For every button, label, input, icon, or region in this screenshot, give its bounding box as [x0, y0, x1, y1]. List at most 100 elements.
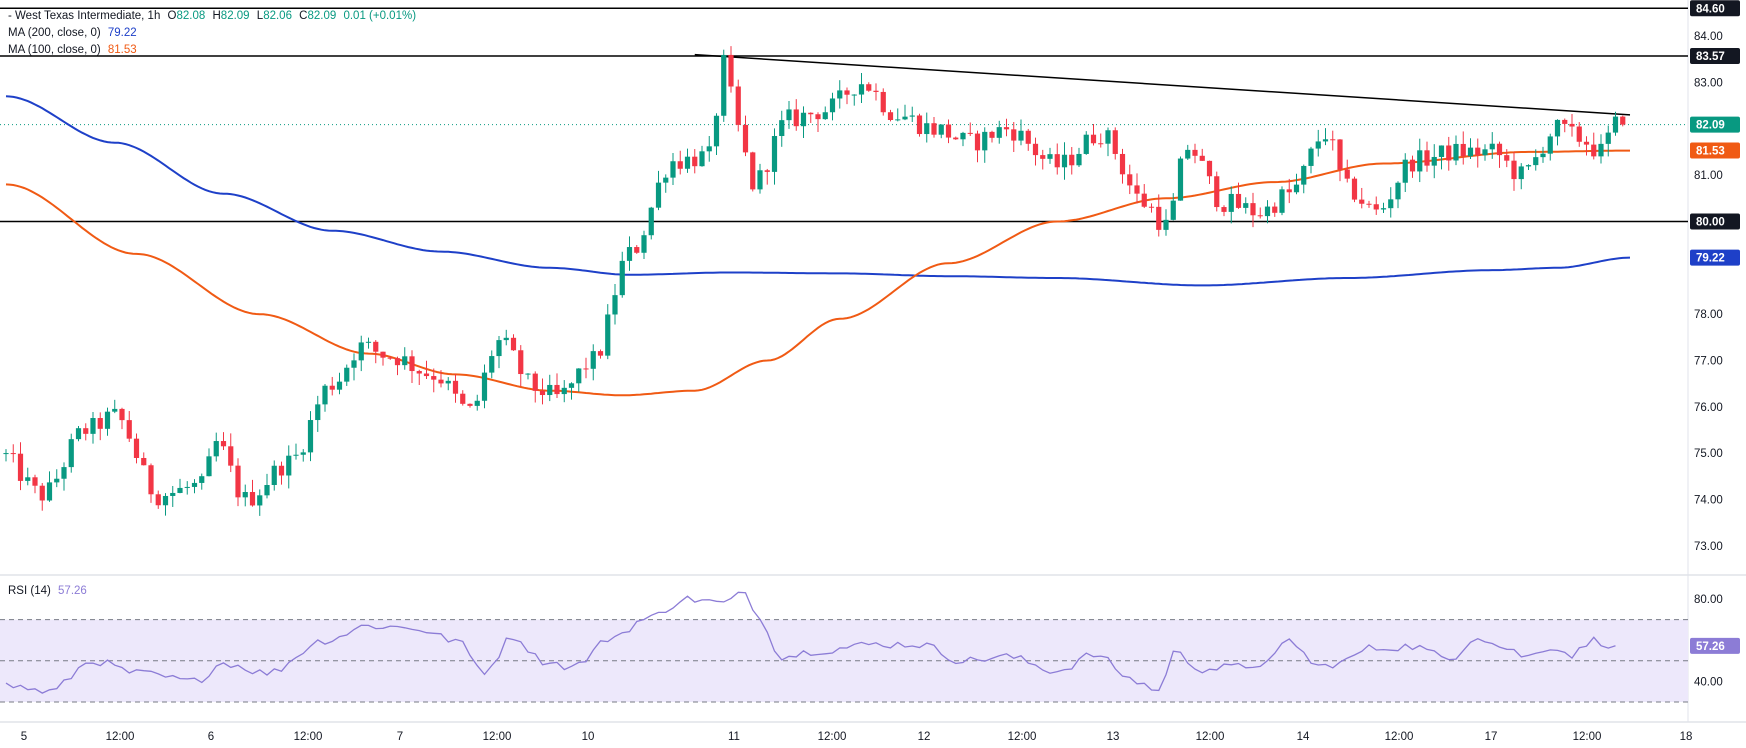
candle-body[interactable]	[322, 385, 328, 405]
candle-body[interactable]	[1504, 155, 1510, 161]
candle-body[interactable]	[1612, 116, 1619, 133]
candle-body[interactable]	[996, 127, 1002, 138]
candle-body[interactable]	[699, 151, 705, 167]
candle-body[interactable]	[46, 482, 53, 501]
candle-body[interactable]	[641, 235, 647, 253]
candle-body[interactable]	[1438, 145, 1445, 157]
candle-body[interactable]	[220, 441, 227, 447]
candle-body[interactable]	[750, 152, 756, 190]
candle-body[interactable]	[83, 428, 89, 434]
candle-body[interactable]	[1018, 130, 1024, 141]
candle-body[interactable]	[162, 495, 169, 506]
candle-body[interactable]	[742, 124, 749, 153]
candle-body[interactable]	[793, 109, 799, 127]
candle-body[interactable]	[634, 247, 640, 253]
candle-body[interactable]	[278, 465, 285, 476]
candle-body[interactable]	[1083, 134, 1089, 154]
candle-body[interactable]	[68, 439, 74, 468]
candle-body[interactable]	[1402, 159, 1408, 183]
candle-body[interactable]	[1337, 139, 1343, 170]
candle-body[interactable]	[1076, 153, 1082, 166]
candle-body[interactable]	[39, 485, 45, 501]
candle-body[interactable]	[1243, 203, 1249, 208]
candle-body[interactable]	[373, 341, 379, 352]
candle-body[interactable]	[1272, 206, 1278, 213]
candle-body[interactable]	[496, 340, 502, 357]
candle-body[interactable]	[1148, 206, 1155, 208]
candle-body[interactable]	[887, 112, 894, 121]
candle-body[interactable]	[532, 373, 538, 391]
candle-body[interactable]	[213, 441, 219, 457]
candle-body[interactable]	[858, 84, 865, 95]
candle-body[interactable]	[1192, 149, 1198, 156]
candle-body[interactable]	[539, 390, 546, 396]
candle-body[interactable]	[1467, 147, 1474, 157]
candle-body[interactable]	[431, 376, 437, 380]
candle-body[interactable]	[503, 337, 509, 341]
candle-body[interactable]	[757, 170, 763, 190]
candle-body[interactable]	[1047, 154, 1053, 159]
candle-body[interactable]	[982, 131, 988, 151]
candle-body[interactable]	[547, 384, 553, 396]
candle-body[interactable]	[206, 456, 212, 477]
candle-body[interactable]	[380, 351, 386, 358]
candle-body[interactable]	[1011, 129, 1017, 141]
candle-body[interactable]	[1453, 143, 1459, 161]
candle-body[interactable]	[126, 420, 132, 439]
candle-body[interactable]	[344, 367, 350, 382]
candle-body[interactable]	[460, 393, 466, 404]
candle-body[interactable]	[1446, 145, 1452, 161]
candle-body[interactable]	[880, 91, 886, 113]
candle-body[interactable]	[155, 494, 161, 506]
candle-body[interactable]	[438, 379, 444, 384]
candle-body[interactable]	[1591, 144, 1597, 157]
candle-body[interactable]	[1214, 176, 1220, 208]
candle-body[interactable]	[938, 124, 944, 135]
candle-body[interactable]	[1032, 143, 1039, 156]
candle-body[interactable]	[576, 368, 582, 384]
candle-body[interactable]	[1141, 193, 1147, 207]
candle-body[interactable]	[1054, 154, 1060, 168]
candle-body[interactable]	[808, 112, 814, 115]
candle-body[interactable]	[1417, 150, 1423, 172]
candle-body[interactable]	[612, 295, 618, 315]
candle-body[interactable]	[1605, 132, 1611, 144]
candle-body[interactable]	[1409, 159, 1416, 172]
candle-body[interactable]	[90, 418, 96, 434]
candle-body[interactable]	[909, 115, 915, 117]
candle-body[interactable]	[670, 161, 676, 178]
candle-body[interactable]	[257, 495, 263, 506]
candle-body[interactable]	[1293, 184, 1300, 193]
candle-body[interactable]	[583, 368, 589, 370]
candle-body[interactable]	[307, 420, 314, 453]
candle-body[interactable]	[713, 115, 720, 147]
candle-body[interactable]	[3, 453, 9, 455]
candle-body[interactable]	[409, 356, 415, 372]
candle-body[interactable]	[1496, 143, 1503, 156]
candle-body[interactable]	[1344, 169, 1350, 179]
candle-body[interactable]	[148, 465, 154, 495]
candle-body[interactable]	[1061, 154, 1068, 168]
candle-body[interactable]	[916, 115, 923, 135]
candle-body[interactable]	[974, 133, 981, 151]
candle-body[interactable]	[771, 136, 778, 172]
candle-body[interactable]	[1170, 200, 1176, 220]
candle-body[interactable]	[1540, 153, 1546, 158]
candle-body[interactable]	[1554, 119, 1561, 137]
candle-body[interactable]	[481, 372, 488, 401]
candle-body[interactable]	[590, 351, 596, 369]
candle-body[interactable]	[786, 109, 792, 121]
candle-body[interactable]	[1177, 158, 1184, 201]
candle-body[interactable]	[1235, 193, 1242, 208]
candle-body[interactable]	[684, 156, 691, 169]
candle-body[interactable]	[663, 177, 669, 183]
candle-body[interactable]	[561, 387, 567, 395]
candle-body[interactable]	[597, 351, 604, 356]
candle-body[interactable]	[960, 132, 966, 140]
candle-body[interactable]	[1228, 193, 1234, 212]
candle-body[interactable]	[1533, 157, 1539, 166]
candle-body[interactable]	[300, 452, 306, 455]
candle-body[interactable]	[837, 90, 843, 99]
candle-body[interactable]	[525, 373, 531, 375]
candle-body[interactable]	[953, 137, 959, 140]
